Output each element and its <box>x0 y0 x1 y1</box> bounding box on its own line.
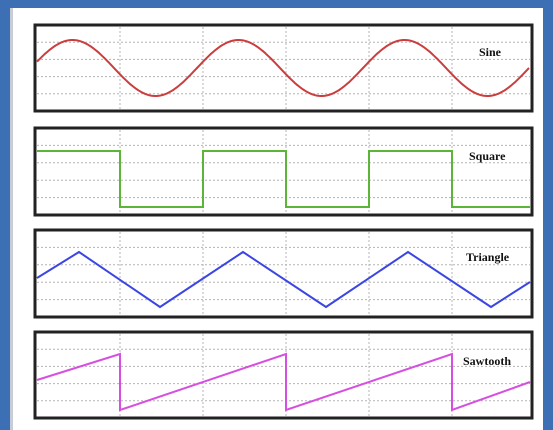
triangle-wave-trace <box>36 250 531 309</box>
panel-triangle-label: Triangle <box>466 250 510 264</box>
panel-sine-grid <box>37 27 530 109</box>
panel-triangle-border <box>33 228 534 319</box>
square-wave-trace <box>37 150 530 208</box>
panel-triangle-grid <box>37 232 530 315</box>
waveform-canvas: Sine Square Triangle Sawtooth <box>33 23 534 420</box>
panel-sawtooth-grid <box>37 334 530 416</box>
panel-square-grid <box>37 130 530 213</box>
sawtooth-wave-trace <box>36 352 531 412</box>
panel-sine-border <box>33 23 534 113</box>
panel-sawtooth-border <box>33 330 534 420</box>
panel-triangle: Triangle <box>33 228 534 319</box>
panel-square-border <box>33 126 534 217</box>
panel-sawtooth: Sawtooth <box>33 330 534 420</box>
panel-sine-label: Sine <box>479 45 502 59</box>
panel-square-label: Square <box>469 149 506 163</box>
waveform-figure: Sine Square Triangle Sawtooth <box>10 8 543 430</box>
sine-wave-trace <box>36 39 530 97</box>
panel-square: Square <box>33 126 534 217</box>
panel-sine: Sine <box>33 23 534 113</box>
panel-sawtooth-label: Sawtooth <box>463 354 511 368</box>
